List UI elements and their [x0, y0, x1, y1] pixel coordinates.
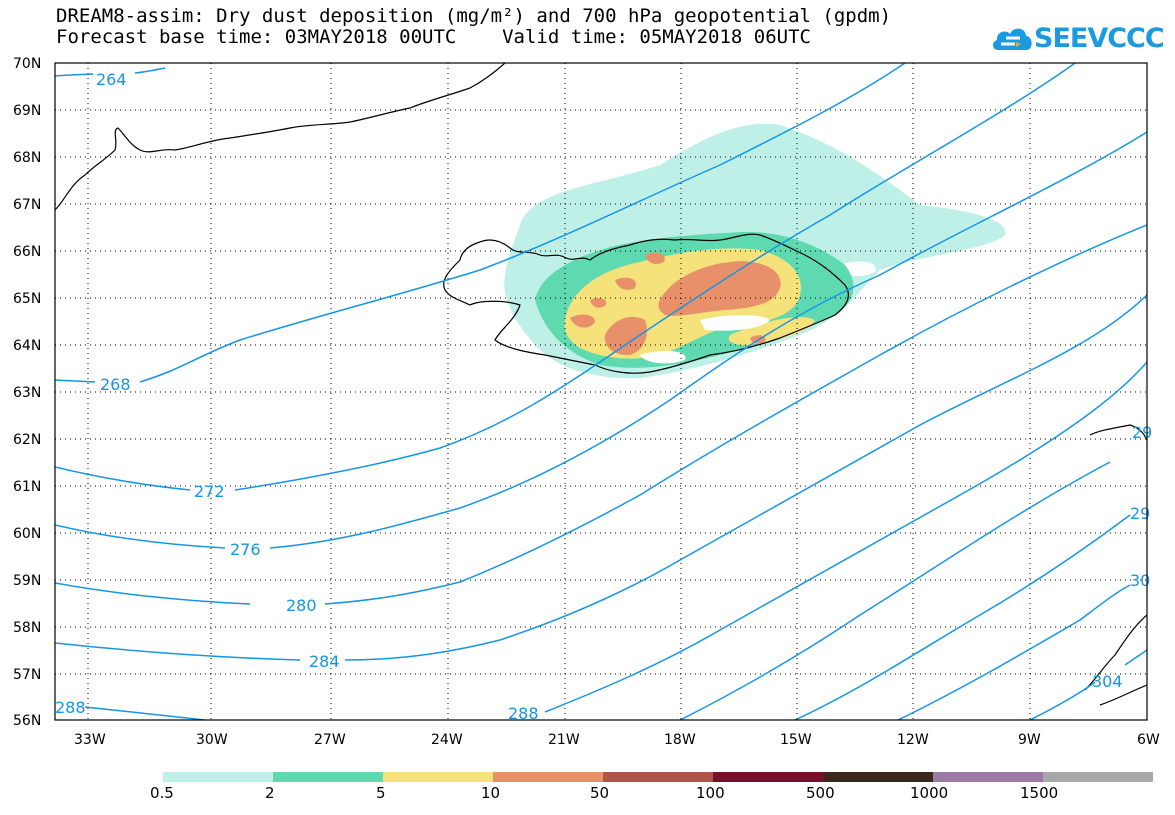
legend-swatch: [713, 772, 823, 782]
lat-label: 58N: [13, 620, 41, 636]
lat-label: 56N: [13, 713, 41, 729]
legend-swatch: [603, 772, 713, 782]
lat-label: 66N: [13, 244, 41, 260]
legend-label: 1000: [910, 784, 948, 802]
contour-labels: 264 268 272 276 280 284 288 288 29 29 30…: [55, 70, 1152, 723]
contour-label: 268: [100, 375, 131, 394]
lat-label: 69N: [13, 103, 41, 119]
lon-label: 6W: [1137, 732, 1160, 748]
geopotential-contours: [55, 63, 1147, 720]
legend-label: 500: [806, 784, 835, 802]
contour-288-right: [544, 361, 1147, 713]
legend-swatch: [163, 772, 273, 782]
contour-label: 284: [309, 652, 340, 671]
longitude-axis: 33W 30W 27W 24W 21W 18W 15W 12W 9W 6W: [74, 732, 1160, 748]
lat-label: 59N: [13, 573, 41, 589]
contour-label: 30: [1130, 571, 1150, 590]
lon-label: 12W: [897, 732, 929, 748]
legend-label: 50: [590, 784, 609, 802]
lat-label: 63N: [13, 385, 41, 401]
contour-label: 288: [55, 698, 86, 717]
map-subtitle: Forecast base time: 03MAY2018 00UTC Vali…: [56, 26, 811, 48]
lat-label: 68N: [13, 150, 41, 166]
legend-swatch: [1043, 772, 1153, 782]
contour-288-left: [84, 706, 206, 720]
lat-label: 61N: [13, 479, 41, 495]
contour-284: [55, 294, 1147, 661]
contour-label: 304: [1092, 672, 1123, 691]
lon-label: 30W: [196, 732, 228, 748]
cloud-icon: [992, 28, 1032, 50]
contour-label: 288: [508, 704, 539, 723]
lat-label: 57N: [13, 667, 41, 683]
contour-296: [794, 514, 1131, 720]
legend-label: 1500: [1020, 784, 1058, 802]
map-frame: [54, 62, 1148, 721]
coast-iceland: [443, 233, 849, 374]
contour-272: [55, 63, 1076, 491]
coastlines: [55, 63, 1147, 706]
legend-swatch: [493, 772, 603, 782]
contour-300: [897, 584, 1131, 720]
legend-swatch: [823, 772, 933, 782]
legend-label: 5: [376, 784, 386, 802]
legend-label: 2: [265, 784, 275, 802]
logo-text: SEEVCCC: [1034, 23, 1165, 54]
contour-292: [679, 461, 1111, 720]
contour-280: [55, 224, 1147, 605]
contour-264: [55, 67, 166, 77]
contour-304: [1029, 649, 1147, 720]
dust-deposition-field: [504, 123, 1006, 379]
legend-colorbar: [163, 772, 1153, 782]
legend-label: 0.5: [150, 784, 174, 802]
lon-label: 27W: [314, 732, 346, 748]
legend-labels: 0.5 2 5 10 50 100 500 1000 1500: [150, 784, 1058, 802]
lon-label: 33W: [74, 732, 106, 748]
lat-label: 60N: [13, 526, 41, 542]
contour-276: [55, 131, 1147, 549]
seevccc-logo: [990, 20, 1140, 58]
legend-label: 100: [696, 784, 725, 802]
lon-label: 15W: [780, 732, 812, 748]
map-title: DREAM8-assim: Dry dust deposition (mg/m²…: [56, 5, 892, 27]
contour-label: 29: [1130, 504, 1150, 523]
legend-swatch: [273, 772, 383, 782]
legend-swatch: [933, 772, 1043, 782]
coast-shetland: [1089, 424, 1147, 441]
coast-scotland: [1084, 614, 1147, 706]
lat-label: 62N: [13, 432, 41, 448]
lon-label: 21W: [548, 732, 580, 748]
contour-label: 29: [1132, 423, 1152, 442]
contour-268: [55, 63, 906, 383]
contour-label: 272: [194, 482, 225, 501]
contour-label: 280: [286, 596, 317, 615]
coast-greenland: [55, 63, 506, 211]
lat-label: 70N: [13, 56, 41, 72]
lat-label: 64N: [13, 338, 41, 354]
latitude-axis: 70N 69N 68N 67N 66N 65N 64N 63N 62N 61N …: [13, 56, 41, 729]
contour-label: 276: [230, 540, 261, 559]
legend-swatch: [383, 772, 493, 782]
graticule: [55, 63, 1147, 720]
lat-label: 65N: [13, 291, 41, 307]
lat-label: 67N: [13, 197, 41, 213]
legend-label: 10: [481, 784, 500, 802]
lon-label: 18W: [664, 732, 696, 748]
lon-label: 9W: [1018, 732, 1041, 748]
contour-label: 264: [96, 70, 127, 89]
lon-label: 24W: [431, 732, 463, 748]
